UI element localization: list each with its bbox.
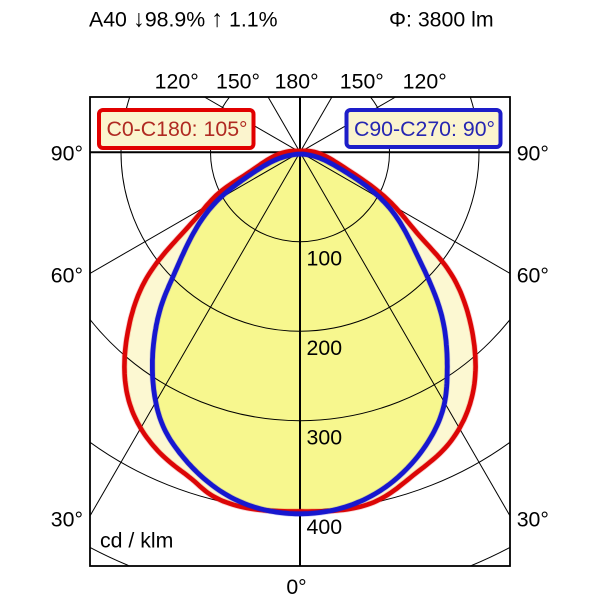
svg-text:30°: 30° [517, 507, 549, 531]
svg-text:Φ: 3800 lm: Φ: 3800 lm [389, 7, 494, 31]
svg-text:A40 ↓98.9% ↑ 1.1%: A40 ↓98.9% ↑ 1.1% [89, 5, 278, 32]
svg-text:0°: 0° [286, 575, 306, 599]
svg-text:120°: 120° [403, 69, 447, 93]
svg-text:30°: 30° [51, 507, 83, 531]
svg-text:C0-C180: 105°: C0-C180: 105° [106, 117, 247, 141]
svg-text:cd / klm: cd / klm [100, 529, 173, 553]
svg-text:90°: 90° [517, 141, 549, 165]
svg-text:120°: 120° [155, 69, 199, 93]
svg-text:180°: 180° [275, 69, 319, 93]
svg-text:60°: 60° [517, 263, 549, 287]
svg-text:200: 200 [307, 336, 343, 360]
svg-text:150°: 150° [340, 69, 384, 93]
svg-text:C90-C270: 90°: C90-C270: 90° [354, 117, 495, 141]
svg-text:60°: 60° [51, 263, 83, 287]
svg-text:90°: 90° [51, 141, 83, 165]
svg-text:400: 400 [307, 515, 343, 539]
svg-text:150°: 150° [216, 69, 260, 93]
svg-text:300: 300 [307, 426, 343, 450]
svg-text:100: 100 [307, 247, 343, 271]
